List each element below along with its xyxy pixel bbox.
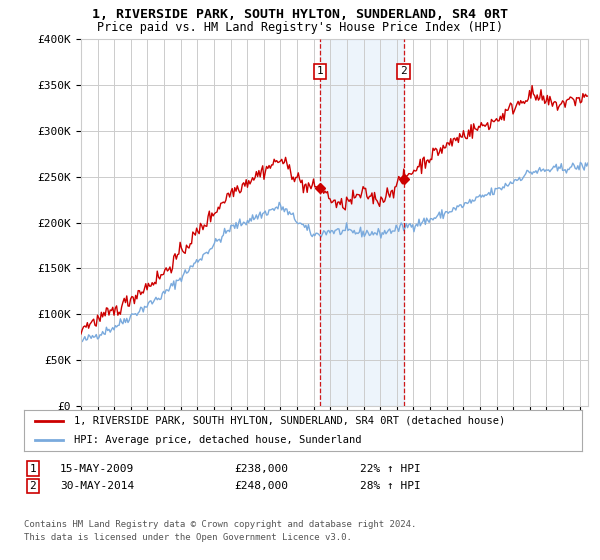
Text: £248,000: £248,000	[234, 481, 288, 491]
Text: HPI: Average price, detached house, Sunderland: HPI: Average price, detached house, Sund…	[74, 435, 362, 445]
Text: 30-MAY-2014: 30-MAY-2014	[60, 481, 134, 491]
Text: Price paid vs. HM Land Registry's House Price Index (HPI): Price paid vs. HM Land Registry's House …	[97, 21, 503, 34]
Text: 1, RIVERSIDE PARK, SOUTH HYLTON, SUNDERLAND, SR4 0RT: 1, RIVERSIDE PARK, SOUTH HYLTON, SUNDERL…	[92, 8, 508, 21]
Text: 2: 2	[400, 66, 407, 76]
Text: 1: 1	[316, 66, 323, 76]
Text: This data is licensed under the Open Government Licence v3.0.: This data is licensed under the Open Gov…	[24, 533, 352, 542]
Text: 1: 1	[29, 464, 37, 474]
Bar	[320, 39, 404, 406]
Text: 1, RIVERSIDE PARK, SOUTH HYLTON, SUNDERLAND, SR4 0RT (detached house): 1, RIVERSIDE PARK, SOUTH HYLTON, SUNDERL…	[74, 416, 505, 426]
Text: 2: 2	[29, 481, 37, 491]
Text: 15-MAY-2009: 15-MAY-2009	[60, 464, 134, 474]
Text: 28% ↑ HPI: 28% ↑ HPI	[360, 481, 421, 491]
Text: £238,000: £238,000	[234, 464, 288, 474]
Text: Contains HM Land Registry data © Crown copyright and database right 2024.: Contains HM Land Registry data © Crown c…	[24, 520, 416, 529]
Text: 22% ↑ HPI: 22% ↑ HPI	[360, 464, 421, 474]
